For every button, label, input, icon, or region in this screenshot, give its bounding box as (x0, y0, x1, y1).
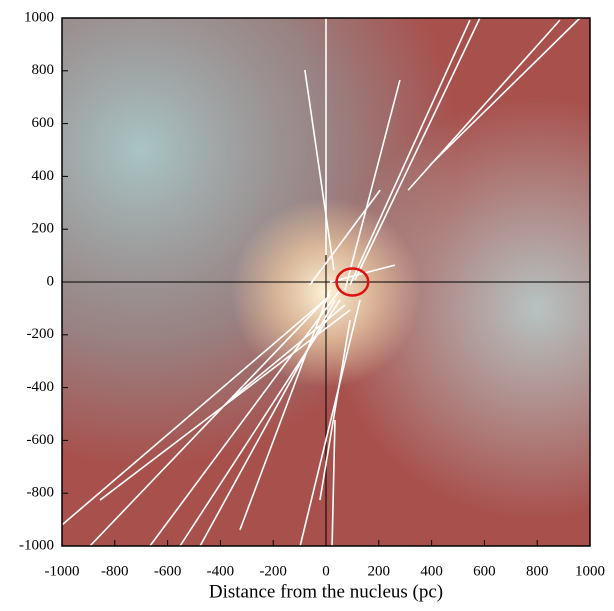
x-tick-label: -200 (259, 563, 287, 579)
x-tick-label: -1000 (45, 563, 80, 579)
x-tick-label: 600 (473, 563, 496, 579)
y-tick-label: 400 (32, 168, 55, 184)
x-tick-label: 1000 (575, 563, 605, 579)
y-tick-label: 0 (47, 273, 55, 289)
x-axis-label: Distance from the nucleus (pc) (209, 581, 443, 602)
y-tick-label: 1000 (24, 9, 54, 25)
y-tick-label: -400 (27, 379, 55, 395)
chart: Distance from the nucleus (pc) -1000 -800… (0, 0, 614, 606)
x-tick-label: -600 (154, 563, 182, 579)
x-tick-label: -400 (207, 563, 235, 579)
y-tick-label: 800 (32, 62, 55, 78)
x-tick-label: 0 (322, 563, 330, 579)
x-tick-label: 400 (420, 563, 443, 579)
y-tick-label: -1000 (19, 537, 54, 553)
y-tick-label: -800 (27, 485, 55, 501)
y-tick-label: 600 (32, 115, 55, 131)
y-tick-label: 200 (32, 221, 55, 237)
x-tick-label: -800 (101, 563, 129, 579)
y-tick-label: -200 (27, 326, 55, 342)
x-tick-label: 800 (526, 563, 549, 579)
x-tick-label: 200 (368, 563, 391, 579)
y-tick-label: -600 (27, 432, 55, 448)
